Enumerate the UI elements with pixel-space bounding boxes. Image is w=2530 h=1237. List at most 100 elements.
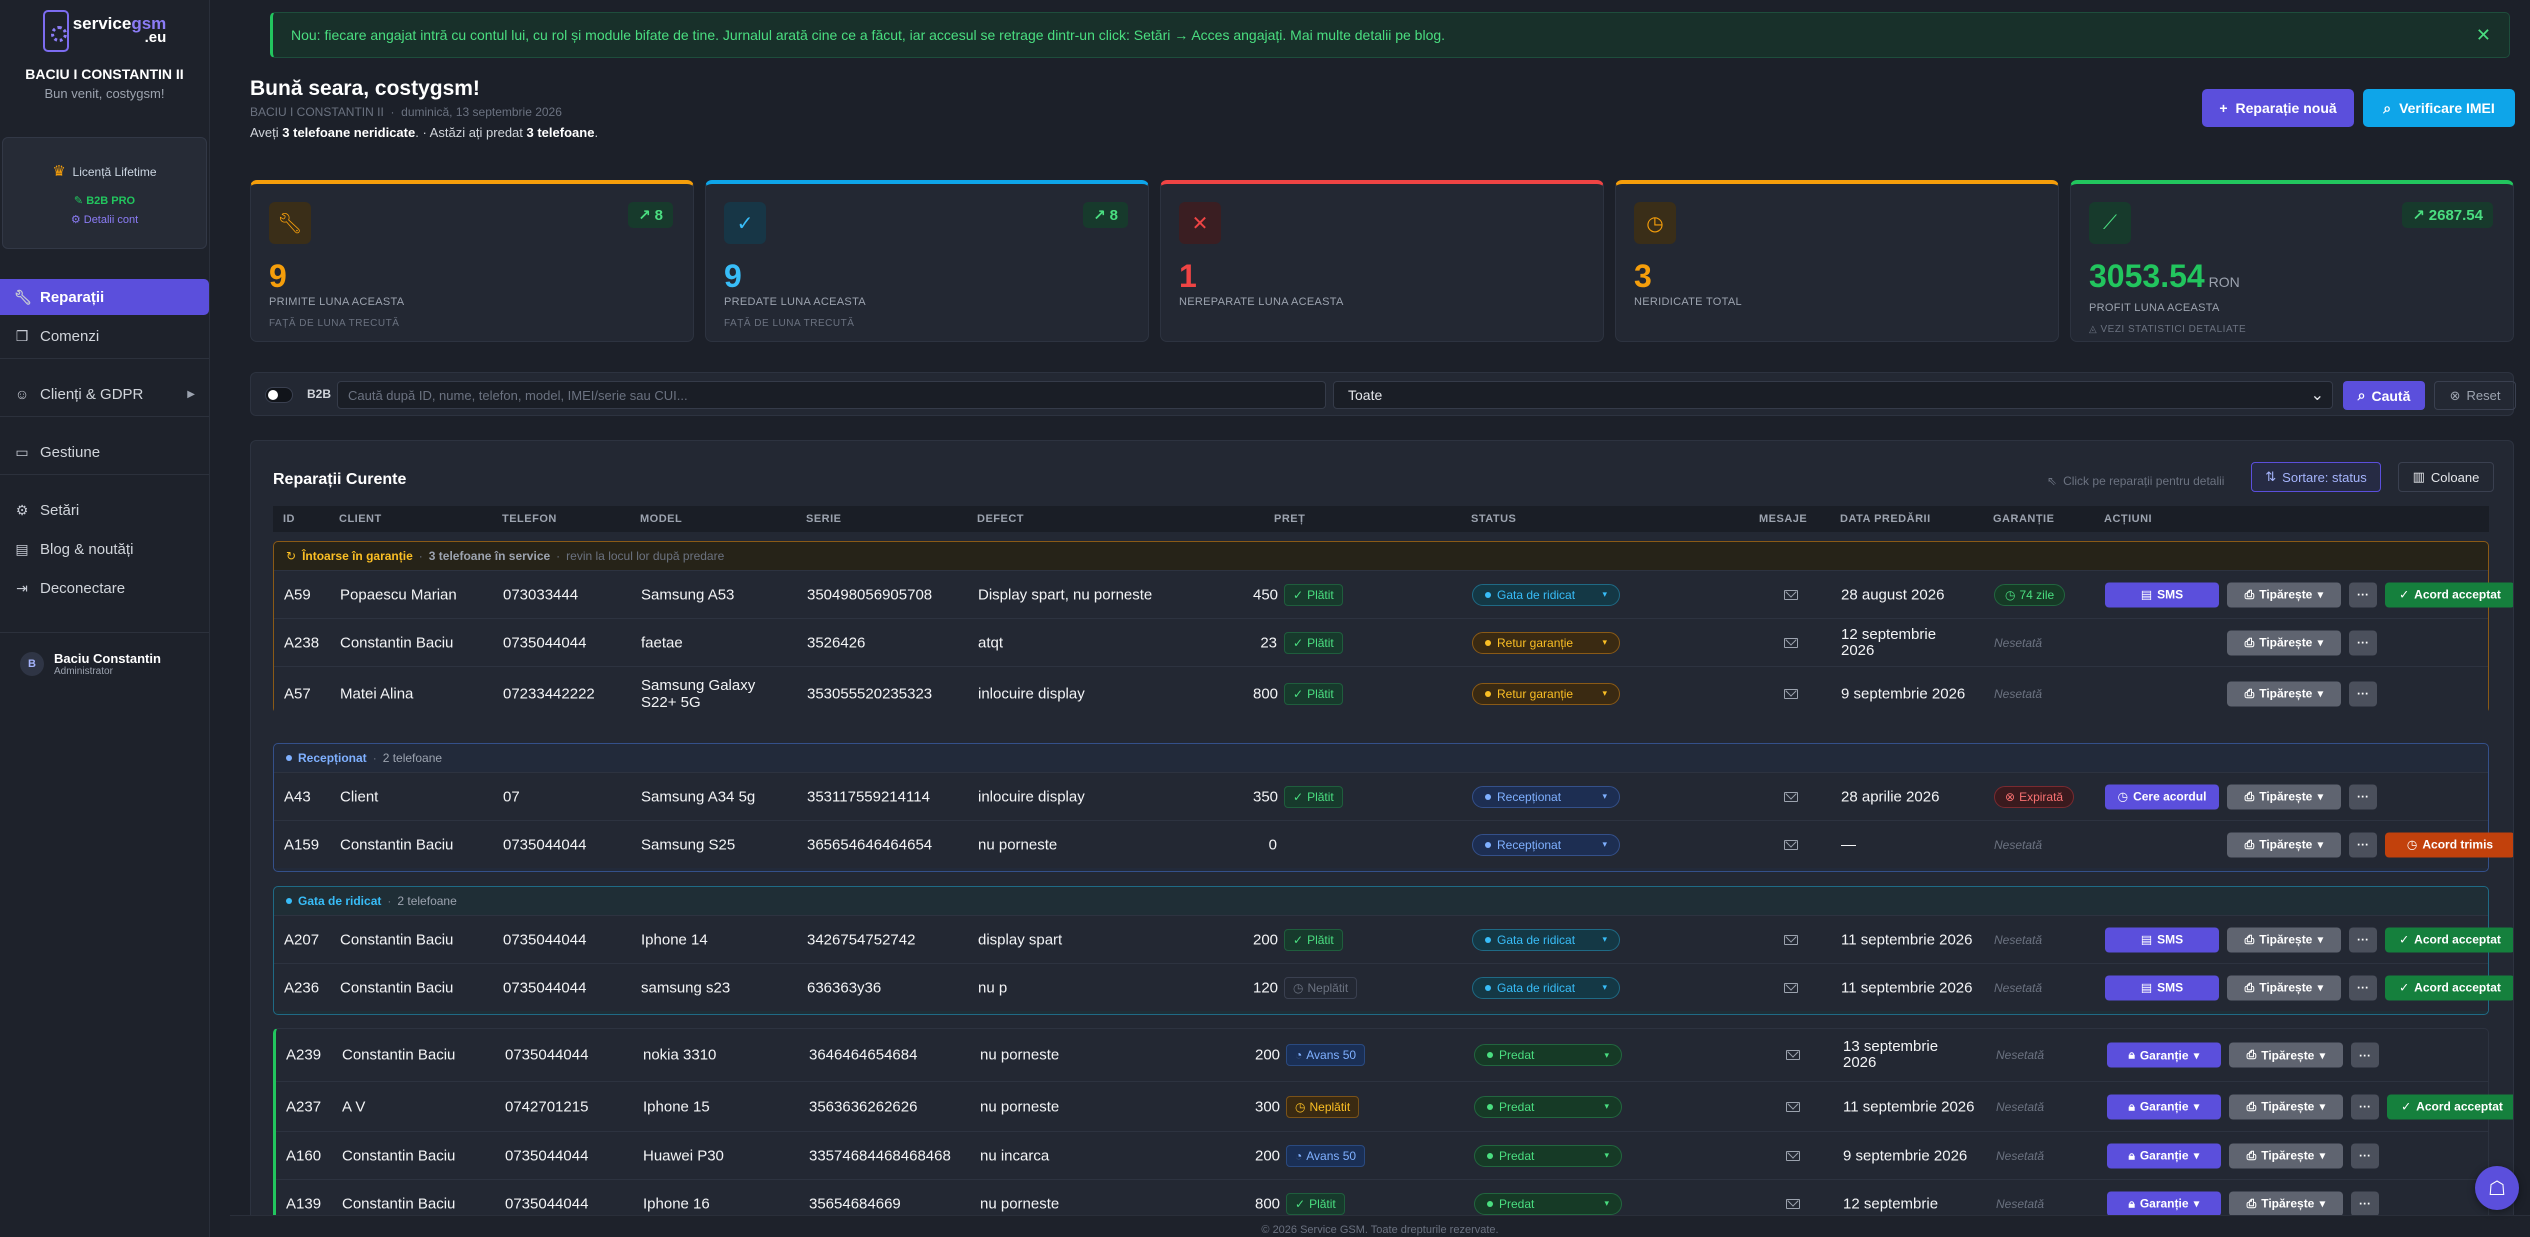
- mail-icon[interactable]: [1786, 1150, 1800, 1161]
- payment-badge[interactable]: ◔ Avans 50: [1286, 1044, 1366, 1066]
- mail-icon[interactable]: [1784, 839, 1798, 850]
- table-row[interactable]: A236 Constantin Baciu 0735044044 samsung s2…: [274, 963, 2513, 1011]
- consent-button[interactable]: ✓ Acord acceptat: [2387, 1094, 2513, 1119]
- stat-card-profit[interactable]: ⟋ ↗ 2687.54 3053.54 RON PROFIT LUNA ACEAST…: [2070, 180, 2514, 342]
- sms-button[interactable]: ▤ SMS: [2105, 975, 2219, 1000]
- status-badge[interactable]: Predat ▾: [1474, 1095, 1622, 1118]
- col-garantie[interactable]: GARANȚIE: [1993, 513, 2055, 525]
- print-button[interactable]: ⎙ Tipărește ▾: [2227, 927, 2341, 952]
- close-icon[interactable]: ✕: [2475, 24, 2491, 45]
- payment-badge[interactable]: ✓ Plătit: [1284, 928, 1343, 951]
- mail-icon[interactable]: [1786, 1198, 1800, 1209]
- table-row[interactable]: A160 Constantin Baciu 0735044044 Huawei P30…: [276, 1131, 2488, 1179]
- col-status[interactable]: STATUS: [1471, 513, 1517, 525]
- status-badge[interactable]: Predat ▾: [1474, 1044, 1622, 1066]
- print-button[interactable]: ⎙ Tipărește ▾: [2227, 784, 2341, 809]
- status-badge[interactable]: Retur garanție ▾: [1472, 631, 1620, 654]
- status-badge[interactable]: Recepționat ▾: [1472, 833, 1620, 856]
- b2b-toggle[interactable]: [265, 387, 293, 403]
- col-telefon[interactable]: TELEFON: [502, 513, 557, 525]
- table-row[interactable]: A237 A V 0742701215 Iphone 15 3563636262626 n…: [276, 1081, 2513, 1131]
- more-button[interactable]: ···: [2349, 630, 2377, 655]
- status-badge[interactable]: Predat ▾: [1474, 1144, 1622, 1167]
- warranty-button[interactable]: 🔒︎ Garanție ▾: [2107, 1191, 2221, 1216]
- columns-button[interactable]: ▥ Coloane: [2398, 462, 2494, 492]
- payment-badge[interactable]: ◔ Avans 50: [1286, 1144, 1366, 1167]
- print-button[interactable]: ⎙ Tipărește ▾: [2227, 582, 2341, 607]
- col-id[interactable]: ID: [283, 513, 295, 525]
- sidebar-item-clienti[interactable]: ☺ Clienți & GDPR ▶: [14, 385, 195, 403]
- warranty-button[interactable]: 🔒︎ Garanție ▾: [2107, 1094, 2221, 1119]
- table-row[interactable]: A43 Client 07 Samsung A34 5g 353117559214114…: [274, 772, 2488, 820]
- payment-badge[interactable]: ✓ Plătit: [1284, 631, 1343, 654]
- sidebar-item-reparatii[interactable]: 🔧︎ Reparații: [0, 279, 209, 315]
- table-row[interactable]: A57 Matei Alina 07233442222 Samsung Galaxy …: [274, 666, 2488, 720]
- stat-card-received[interactable]: 🔧︎ ↗ 8 9 PRIMITE LUNA ACEASTA FAȚĂ DE LUN…: [250, 180, 694, 342]
- sms-button[interactable]: ▤ SMS: [2105, 582, 2219, 607]
- sidebar-item-comenzi[interactable]: ❒ Comenzi: [15, 327, 100, 345]
- mail-icon[interactable]: [1784, 982, 1798, 993]
- col-pret[interactable]: PREȚ: [1274, 513, 1306, 525]
- sidebar-item-blog[interactable]: ▤ Blog & noutăți: [15, 540, 134, 558]
- more-button[interactable]: ···: [2351, 1094, 2379, 1119]
- col-model[interactable]: MODEL: [640, 513, 683, 525]
- more-button[interactable]: ···: [2349, 927, 2377, 952]
- col-data[interactable]: DATA PREDĂRII: [1840, 513, 1931, 525]
- user-box[interactable]: B Baciu Constantin Administrator: [0, 632, 209, 677]
- col-client[interactable]: CLIENT: [339, 513, 382, 525]
- more-button[interactable]: ···: [2351, 1042, 2379, 1068]
- support-bot-button[interactable]: ☖: [2475, 1166, 2519, 1210]
- search-button[interactable]: ⌕ Caută: [2343, 381, 2425, 410]
- stat-details-link[interactable]: ◬ VEZI STATISTICI DETALIATE: [2089, 324, 2247, 335]
- stat-card-unclaimed[interactable]: ◷ 3 NERIDICATE TOTAL: [1615, 180, 2059, 342]
- sidebar-item-deconectare[interactable]: ⇥ Deconectare: [0, 570, 209, 606]
- print-button[interactable]: ⎙ Tipărește ▾: [2227, 681, 2341, 706]
- status-badge[interactable]: Gata de ridicat ▾: [1472, 583, 1620, 606]
- more-button[interactable]: ···: [2349, 784, 2377, 809]
- new-repair-button[interactable]: + Reparație nouă: [2202, 89, 2354, 127]
- print-button[interactable]: ⎙ Tipărește ▾: [2227, 630, 2341, 655]
- print-button[interactable]: ⎙ Tipărește ▾: [2229, 1191, 2343, 1216]
- sidebar-item-gestiune[interactable]: ▭ Gestiune: [15, 443, 101, 461]
- payment-badge[interactable]: ✓ Plătit: [1284, 785, 1343, 808]
- table-row[interactable]: A159 Constantin Baciu 0735044044 Samsung S2…: [274, 820, 2513, 868]
- sort-button[interactable]: ⇅ Sortare: status: [2251, 462, 2381, 492]
- consent-button[interactable]: ✓ Acord acceptat: [2385, 975, 2513, 1000]
- mail-icon[interactable]: [1786, 1050, 1800, 1060]
- print-button[interactable]: ⎙ Tipărește ▾: [2229, 1042, 2343, 1068]
- stat-card-delivered[interactable]: ✓ ↗ 8 9 PREDATE LUNA ACEASTA FAȚĂ DE LUNA…: [705, 180, 1149, 342]
- imei-check-button[interactable]: ⌕ Verificare IMEI: [2363, 89, 2515, 127]
- print-button[interactable]: ⎙ Tipărește ▾: [2227, 975, 2341, 1000]
- print-button[interactable]: ⎙ Tipărește ▾: [2229, 1094, 2343, 1119]
- payment-badge[interactable]: ◷ Neplătit: [1284, 976, 1358, 999]
- payment-badge[interactable]: ◷ Neplătit: [1286, 1095, 1360, 1118]
- mail-icon[interactable]: [1784, 589, 1798, 600]
- more-button[interactable]: ···: [2349, 832, 2377, 857]
- status-badge[interactable]: Predat ▾: [1474, 1192, 1622, 1215]
- more-button[interactable]: ···: [2351, 1191, 2379, 1216]
- more-button[interactable]: ···: [2349, 975, 2377, 1000]
- warranty-button[interactable]: 🔒︎ Garanție ▾: [2107, 1143, 2221, 1168]
- mail-icon[interactable]: [1786, 1101, 1800, 1112]
- sidebar-item-setari[interactable]: ⚙ Setări: [15, 501, 80, 519]
- col-serie[interactable]: SERIE: [806, 513, 842, 525]
- payment-badge[interactable]: ✓ Plătit: [1284, 682, 1343, 705]
- warranty-button[interactable]: 🔒︎ Garanție ▾: [2107, 1042, 2221, 1068]
- mail-icon[interactable]: [1784, 934, 1798, 945]
- request-consent-button[interactable]: ◷ Cere acordul: [2105, 784, 2219, 809]
- status-select[interactable]: Toate ⌄: [1333, 381, 2333, 409]
- print-button[interactable]: ⎙ Tipărește ▾: [2227, 832, 2341, 857]
- status-badge[interactable]: Gata de ridicat ▾: [1472, 976, 1620, 999]
- status-badge[interactable]: Gata de ridicat ▾: [1472, 928, 1620, 951]
- account-details-link[interactable]: ⚙ Detalii cont: [70, 214, 139, 226]
- table-row[interactable]: A139 Constantin Baciu 0735044044 Iphone 16 3…: [276, 1179, 2488, 1227]
- payment-badge[interactable]: ✓ Plătit: [1286, 1192, 1345, 1215]
- table-row[interactable]: A207 Constantin Baciu 0735044044 Iphone 14 3…: [274, 915, 2513, 963]
- table-row[interactable]: A238 Constantin Baciu 0735044044 faetae 3526…: [274, 618, 2488, 666]
- col-defect[interactable]: DEFECT: [977, 513, 1024, 525]
- status-badge[interactable]: Recepționat ▾: [1472, 785, 1620, 808]
- more-button[interactable]: ···: [2351, 1143, 2379, 1168]
- search-input[interactable]: [337, 381, 1326, 409]
- mail-icon[interactable]: [1784, 791, 1798, 802]
- table-row[interactable]: A239 Constantin Baciu 0735044044 nokia 3310…: [276, 1029, 2488, 1081]
